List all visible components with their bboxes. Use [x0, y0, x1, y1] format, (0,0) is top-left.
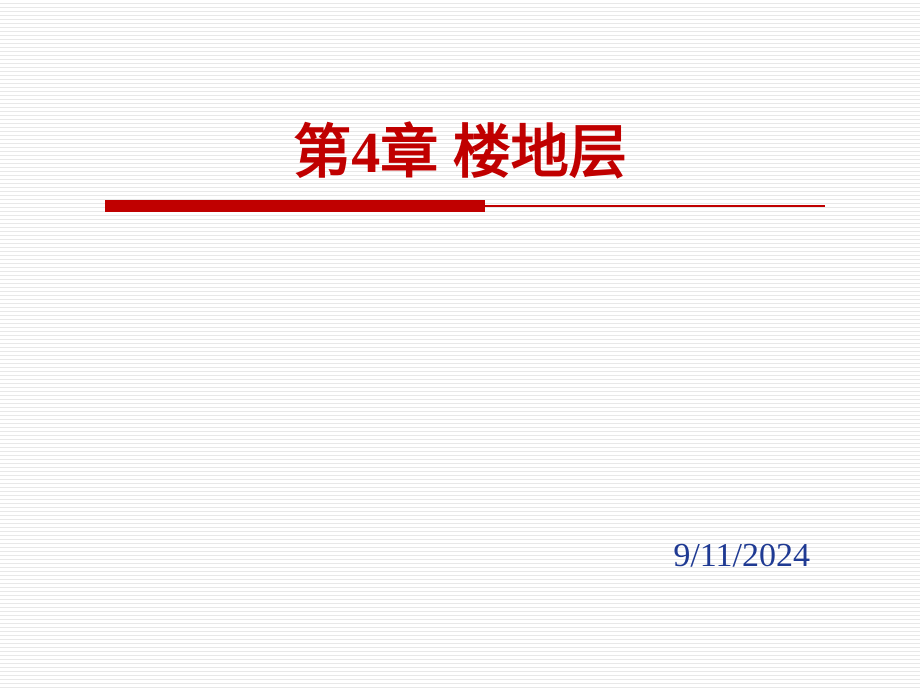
title-underline [105, 200, 825, 212]
slide-container: 第4章 楼地层 9/11/2024 [0, 0, 920, 690]
underline-thin-segment [480, 205, 825, 207]
slide-date: 9/11/2024 [673, 537, 810, 575]
slide-title: 第4章 楼地层 [0, 105, 920, 189]
underline-thick-segment [105, 200, 485, 212]
